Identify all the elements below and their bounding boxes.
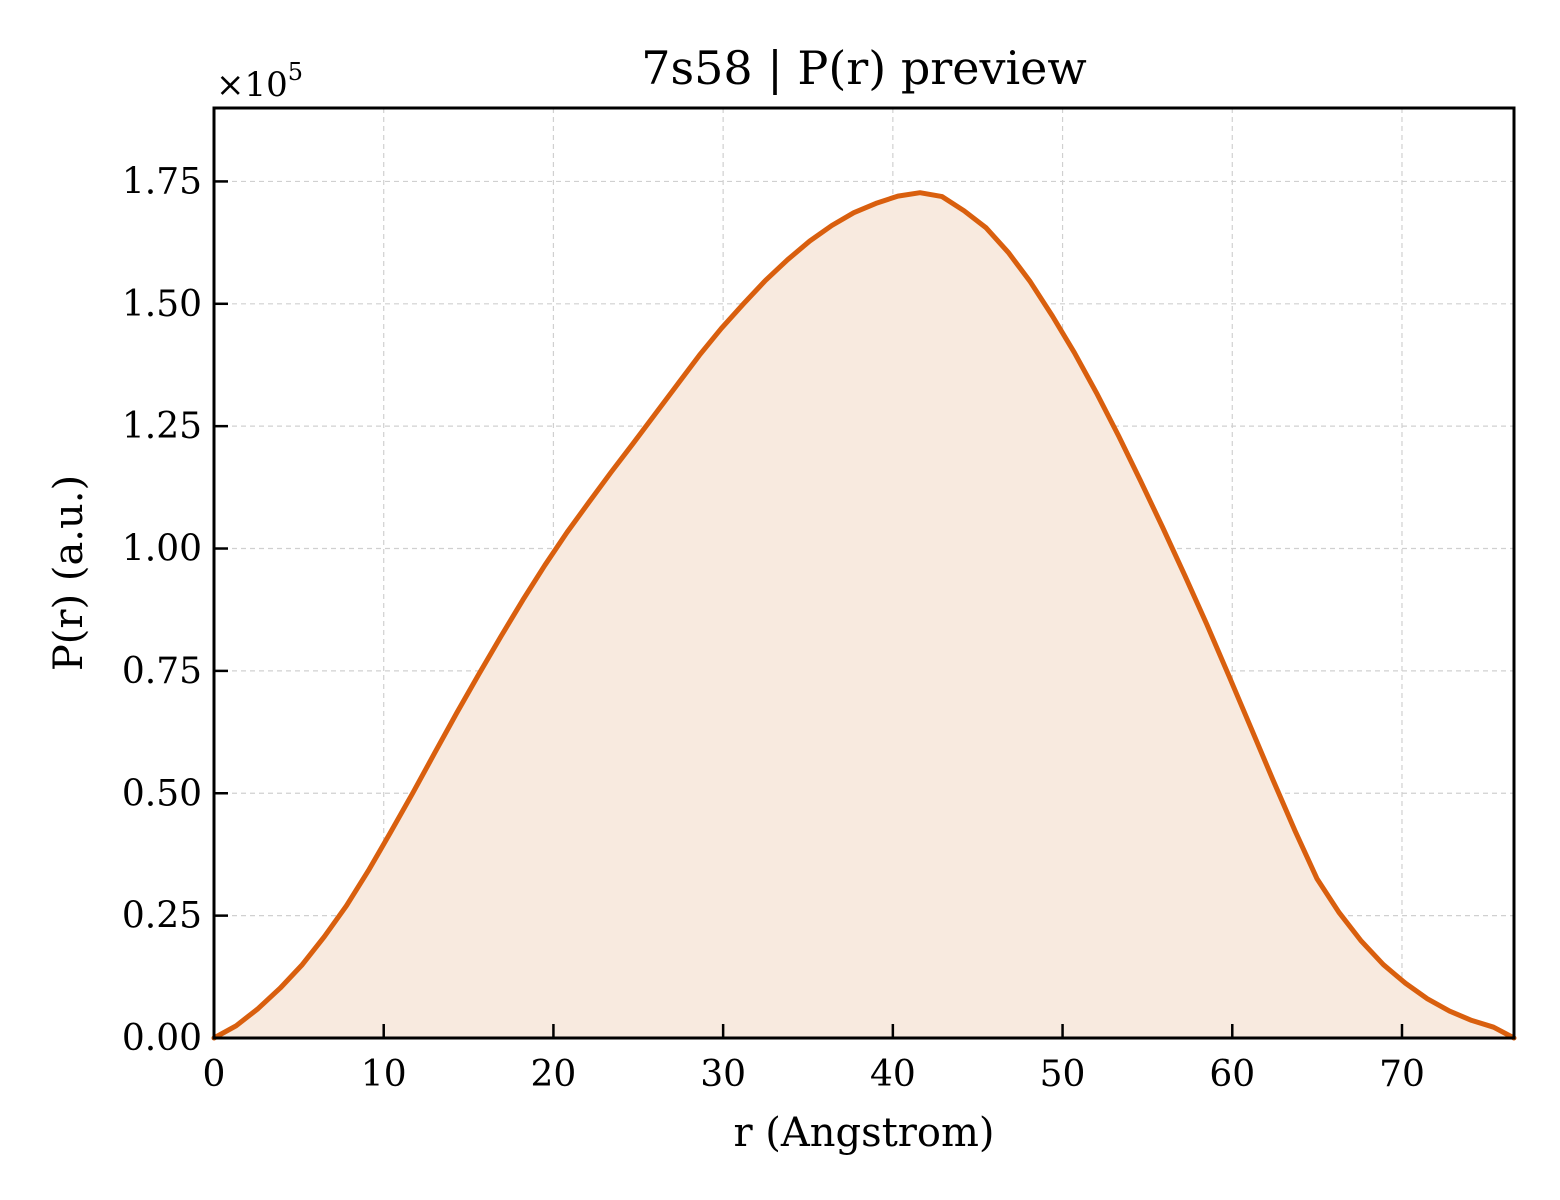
series-area	[214, 192, 1514, 1038]
plot-frame	[212, 106, 1516, 1040]
x-tick-label: 60	[1209, 1054, 1255, 1095]
x-tick-label: 20	[531, 1054, 577, 1095]
x-tick-label: 0	[203, 1054, 226, 1095]
y-offset-label: ×105	[216, 58, 303, 105]
y-tick-label: 1.25	[122, 406, 202, 447]
y-tick-label: 1.00	[122, 529, 202, 570]
x-tick-label: 10	[361, 1054, 407, 1095]
series-curve	[211, 190, 1517, 1041]
chart-title: 7s58 | P(r) preview	[641, 41, 1087, 95]
y-tick-label: 0.00	[122, 1018, 202, 1059]
y-tick-label: 0.75	[122, 651, 202, 692]
y-tick-label: 0.50	[122, 773, 202, 814]
y-axis-ticks: 0.00 0.25 0.50 0.75 1.00 1.25 1.50 1.75	[122, 161, 228, 1059]
x-axis-ticks: 0 10 20 30 40 50 60 70	[203, 1024, 1425, 1095]
x-tick-label: 70	[1379, 1054, 1425, 1095]
y-offset-base: ×10	[216, 65, 288, 105]
y-axis-label: P(r) (a.u.)	[46, 475, 92, 671]
series-line	[211, 190, 1517, 1041]
x-axis-label: r (Angstrom)	[733, 1110, 994, 1156]
x-tick-label: 40	[870, 1054, 916, 1095]
y-tick-label: 1.50	[122, 284, 202, 325]
y-tick-label: 1.75	[122, 161, 202, 202]
x-tick-label: 30	[700, 1054, 746, 1095]
y-offset-exponent: 5	[288, 58, 303, 86]
y-tick-label: 0.25	[122, 896, 202, 937]
x-tick-label: 50	[1040, 1054, 1086, 1095]
area-fill	[214, 192, 1514, 1038]
